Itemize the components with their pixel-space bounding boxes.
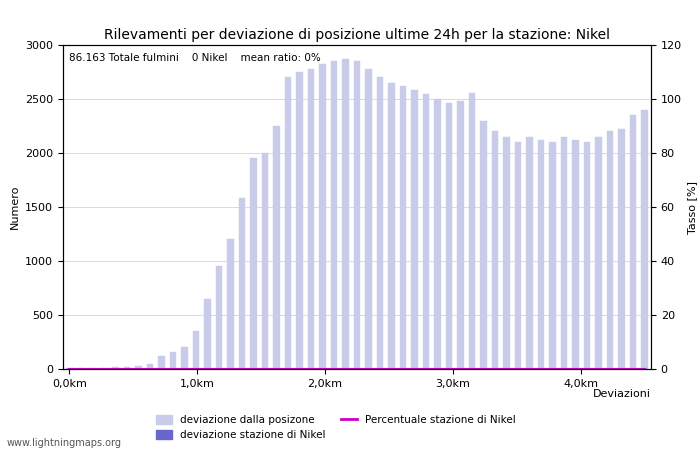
Percentuale stazione di Nikel — [238, 366, 246, 372]
Bar — [342, 59, 349, 369]
Bar — [285, 77, 291, 369]
Bar — [146, 364, 153, 369]
Text: www.lightningmaps.org: www.lightningmaps.org — [7, 438, 122, 448]
Percentuale stazione di Nikel — [444, 366, 453, 372]
Percentuale stazione di Nikel — [65, 366, 74, 372]
Bar — [400, 86, 407, 369]
Title: Rilevamenti per deviazione di posizione ultime 24h per la stazione: Nikel: Rilevamenti per deviazione di posizione … — [104, 28, 610, 42]
Bar — [641, 110, 648, 369]
Bar — [296, 72, 303, 369]
Percentuale stazione di Nikel — [249, 366, 258, 372]
Bar — [584, 142, 591, 369]
Bar — [607, 131, 613, 369]
Bar — [204, 299, 211, 369]
Bar — [89, 368, 96, 369]
Bar — [330, 61, 337, 369]
Bar — [354, 61, 360, 369]
Bar — [250, 158, 257, 369]
Bar — [572, 140, 579, 369]
Percentuale stazione di Nikel — [629, 366, 637, 372]
Y-axis label: Numero: Numero — [10, 185, 20, 229]
Bar — [550, 142, 556, 369]
Y-axis label: Tasso [%]: Tasso [%] — [687, 180, 697, 234]
Bar — [101, 368, 107, 369]
Bar — [618, 129, 625, 369]
Bar — [561, 137, 568, 369]
Bar — [503, 137, 510, 369]
Bar — [480, 121, 487, 369]
Percentuale stazione di Nikel — [640, 366, 649, 372]
Bar — [135, 366, 142, 369]
Bar — [538, 140, 545, 369]
Percentuale stazione di Nikel — [192, 366, 200, 372]
Bar — [181, 347, 188, 369]
Bar — [388, 83, 395, 369]
Bar — [526, 137, 533, 369]
Bar — [227, 239, 234, 369]
Bar — [307, 69, 314, 369]
Text: Deviazioni: Deviazioni — [593, 389, 651, 399]
Bar — [469, 93, 475, 369]
Bar — [595, 137, 602, 369]
Bar — [262, 153, 268, 369]
Bar — [514, 142, 522, 369]
Bar — [123, 367, 130, 369]
Percentuale stazione di Nikel — [480, 366, 488, 372]
Bar — [273, 126, 280, 369]
Text: 86.163 Totale fulmini    0 Nikel    mean ratio: 0%: 86.163 Totale fulmini 0 Nikel mean ratio… — [69, 53, 321, 63]
Bar — [411, 90, 418, 369]
Bar — [491, 131, 498, 369]
Bar — [112, 367, 119, 369]
Bar — [169, 352, 176, 369]
Bar — [630, 115, 636, 369]
Bar — [158, 356, 164, 369]
Bar — [216, 266, 223, 369]
Legend: deviazione dalla posizone, deviazione stazione di Nikel, Percentuale stazione di: deviazione dalla posizone, deviazione st… — [156, 414, 516, 440]
Bar — [457, 101, 464, 369]
Bar — [423, 94, 429, 369]
Bar — [377, 77, 384, 369]
Bar — [446, 104, 452, 369]
Bar — [319, 64, 326, 369]
Bar — [365, 69, 372, 369]
Bar — [434, 99, 441, 369]
Bar — [239, 198, 245, 369]
Bar — [193, 331, 200, 369]
